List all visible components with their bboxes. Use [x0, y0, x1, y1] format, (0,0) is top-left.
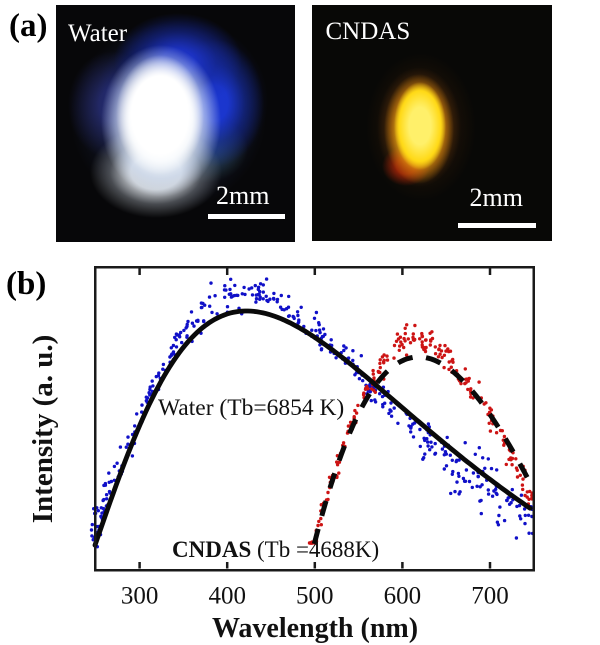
svg-text:Intensity (a. u.): Intensity (a. u.) [27, 335, 59, 524]
svg-text:Wavelength (nm): Wavelength (nm) [212, 613, 418, 644]
svg-text:Water (Tb=6854 K): Water (Tb=6854 K) [158, 395, 344, 421]
svg-text:700: 700 [471, 583, 509, 610]
svg-text:400: 400 [208, 583, 246, 610]
svg-text:300: 300 [121, 583, 159, 610]
svg-text:500: 500 [296, 583, 334, 610]
svg-text:CNDAS (Tb =4688K): CNDAS (Tb =4688K) [172, 537, 379, 562]
svg-text:600: 600 [384, 583, 422, 610]
